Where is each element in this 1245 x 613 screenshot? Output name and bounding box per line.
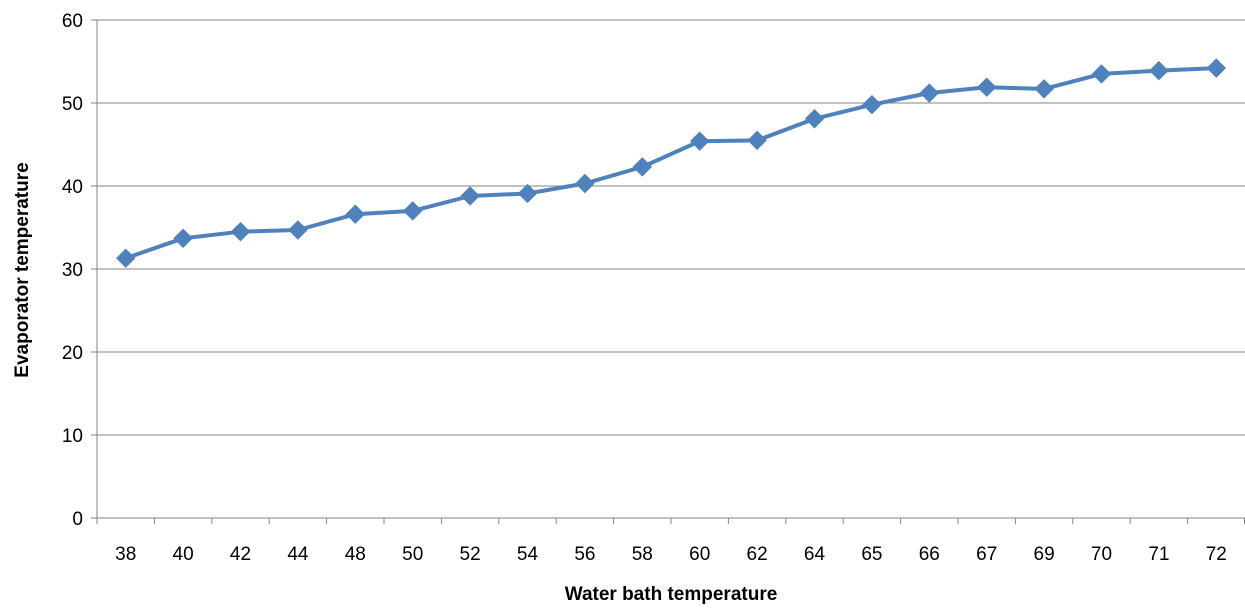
series-layer <box>115 58 1227 268</box>
y-tick-label: 60 <box>62 11 83 32</box>
data-point <box>747 130 767 151</box>
data-point <box>862 94 882 115</box>
x-tick-label: 71 <box>1148 544 1169 565</box>
data-point <box>689 131 710 151</box>
x-tick-label: 69 <box>1034 544 1055 565</box>
data-point <box>345 204 366 224</box>
x-tick-label: 40 <box>173 544 194 565</box>
y-axis-title: Evaporator temperature <box>12 162 33 377</box>
data-point <box>173 228 193 248</box>
x-tick-label: 60 <box>689 544 710 565</box>
x-tick-label: 42 <box>230 544 251 565</box>
x-tick-label: 58 <box>632 544 653 565</box>
x-tick-label: 62 <box>747 544 768 565</box>
data-point <box>1149 60 1169 81</box>
data-point <box>115 248 136 268</box>
data-point <box>402 201 423 221</box>
x-tick-label: 48 <box>345 544 366 565</box>
x-tick-label: 54 <box>517 544 539 565</box>
x-tick-label: 56 <box>574 544 595 565</box>
gridlines <box>97 19 1245 436</box>
data-point <box>1091 64 1112 84</box>
x-axis-title: Water bath temperature <box>565 584 778 605</box>
data-point <box>632 157 653 177</box>
data-point <box>1034 79 1054 99</box>
data-point <box>517 183 538 204</box>
y-tick-label: 0 <box>72 509 83 530</box>
data-point <box>1206 58 1227 78</box>
y-tick-label: 30 <box>62 260 83 281</box>
data-point <box>460 186 480 206</box>
y-tick-label: 50 <box>62 94 83 115</box>
x-tick-label: 66 <box>919 544 940 565</box>
y-tick-label: 10 <box>62 426 83 447</box>
y-tick-labels: 0 10 20 30 40 50 60 <box>62 11 83 530</box>
y-tick-label: 40 <box>62 177 83 198</box>
data-point <box>575 173 595 194</box>
x-tick-label: 38 <box>115 544 136 565</box>
data-point <box>288 220 308 240</box>
y-tick-label: 20 <box>62 343 83 364</box>
data-point <box>976 77 997 97</box>
x-tick-label: 50 <box>402 544 423 565</box>
x-tick-label: 52 <box>460 544 481 565</box>
data-point <box>919 83 940 103</box>
x-tick-label: 44 <box>287 544 309 565</box>
x-tick-labels: 38 40 42 44 48 50 52 54 56 58 60 62 64 65 66 67 69 70 71 72 <box>115 544 1227 565</box>
x-tick-label: 65 <box>861 544 882 565</box>
series-line <box>123 66 1219 261</box>
x-tick-label: 72 <box>1206 544 1227 565</box>
axes <box>91 19 1245 524</box>
data-point <box>804 109 825 129</box>
x-tick-label: 64 <box>804 544 826 565</box>
x-tick-label: 67 <box>976 544 997 565</box>
data-point <box>230 221 251 242</box>
x-tick-label: 70 <box>1091 544 1112 565</box>
